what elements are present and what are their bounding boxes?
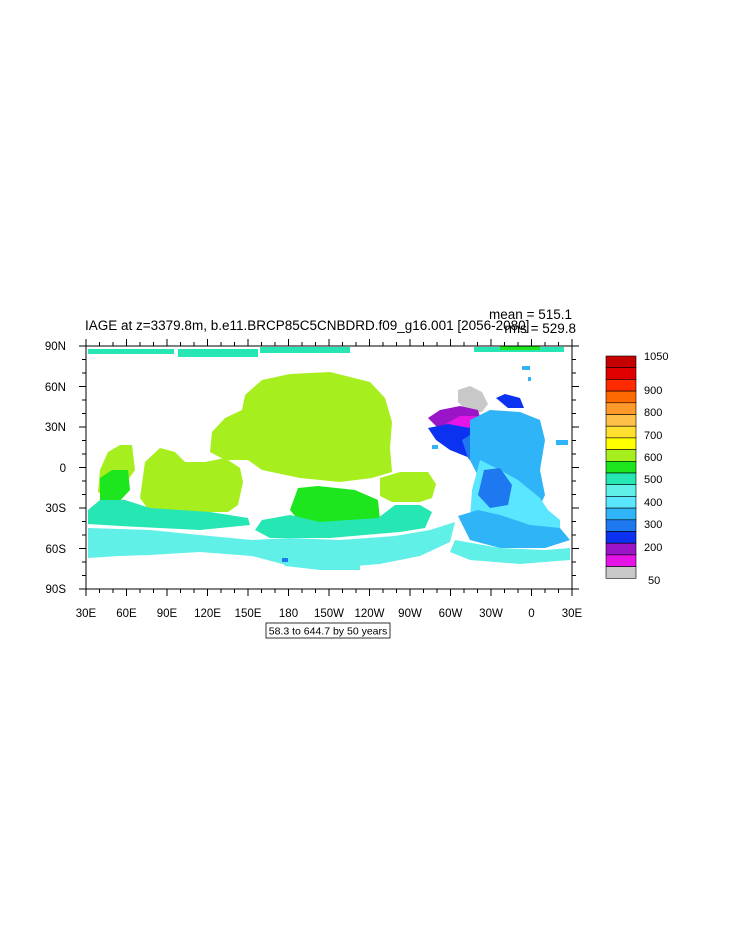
arctic-strip-mid2	[260, 347, 350, 353]
rms-stat: rms = 529.8	[504, 321, 576, 336]
pacific-east-lime	[380, 472, 436, 502]
x-tick-label: 60W	[439, 608, 463, 620]
colorbar-label: 400	[644, 497, 662, 509]
mean-stat: mean = 515.1	[489, 307, 572, 322]
map-title: IAGE at z=3379.8m, b.e11.BRCP85C5CNBDRD.…	[85, 318, 529, 333]
arctic-strip-green	[500, 346, 540, 350]
colorbar	[605, 355, 637, 579]
colorbar-box	[605, 496, 637, 509]
colorbar-box	[605, 472, 637, 485]
range-label: 58.3 to 644.7 by 50 years	[269, 626, 388, 638]
x-tick-label: 90E	[157, 608, 178, 620]
x-tick-label: 180	[279, 608, 298, 620]
ocean-field	[88, 346, 570, 570]
colorbar-label: 700	[644, 430, 662, 442]
mediterranean-spot	[556, 440, 568, 445]
x-tick-label: 60E	[116, 608, 137, 620]
x-tick-label: 150E	[235, 608, 262, 620]
colorbar-box	[605, 367, 637, 380]
x-tick-label: 30E	[76, 608, 97, 620]
atlantic-south-sky	[458, 510, 570, 548]
colorbar-label: 600	[644, 452, 662, 464]
pacific-teal	[255, 505, 432, 538]
colorbar-label: 50	[648, 575, 660, 587]
colorbar-labels: 1050 900 800 700 600 500 400 300 200 50	[644, 351, 668, 587]
colorbar-box	[605, 531, 637, 544]
colorbar-box	[605, 414, 637, 427]
colorbar-label: 1050	[644, 351, 668, 363]
greenland-spot2	[528, 377, 531, 381]
colorbar-box	[605, 519, 637, 532]
x-tick-label: 30W	[479, 608, 503, 620]
colorbar-box	[605, 379, 637, 392]
indian-south-teal	[88, 500, 250, 530]
x-tick-label: 0	[528, 608, 534, 620]
indian-ocean-green	[100, 470, 130, 503]
colorbar-label: 300	[644, 519, 662, 531]
y-tick-label: 30S	[46, 503, 67, 515]
colorbar-label: 800	[644, 407, 662, 419]
southern-ocean-aqua	[88, 522, 455, 568]
map-ticks	[79, 339, 579, 596]
colorbar-box	[605, 484, 637, 497]
colorbar-box	[605, 402, 637, 415]
colorbar-label: 900	[644, 385, 662, 397]
colorbar-box	[605, 542, 637, 556]
y-tick-label: 90N	[45, 341, 66, 353]
y-tick-label: 60N	[45, 382, 66, 394]
caribbean-spot	[432, 445, 438, 449]
colorbar-label: 500	[644, 474, 662, 486]
colorbar-box	[605, 355, 637, 368]
y-tick-label: 90S	[46, 584, 67, 596]
colorbar-box	[605, 566, 637, 579]
x-tick-label: 120E	[194, 608, 221, 620]
colorbar-box	[605, 460, 637, 474]
x-tick-label: 30E	[562, 608, 583, 620]
y-tick-label: 30N	[45, 422, 66, 434]
x-tick-label: 150W	[314, 608, 344, 620]
x-tick-label: 120W	[354, 608, 384, 620]
arctic-strip-mid	[178, 349, 258, 357]
southern-ocean-edge	[280, 558, 360, 570]
atlantic-deepblue-north	[496, 394, 524, 408]
x-tick-label: 90W	[398, 608, 422, 620]
atlantic-gray	[458, 386, 488, 412]
x-axis-labels: 30E 60E 90E 120E 150E 180 150W 120W 90W …	[76, 608, 583, 620]
indian-ocean-main	[140, 448, 243, 512]
colorbar-box	[605, 390, 637, 404]
greenland-spot	[522, 366, 530, 370]
colorbar-label: 200	[644, 542, 662, 554]
arctic-strip-west	[88, 349, 174, 354]
atlantic-blue-south	[478, 468, 512, 508]
antarctic-blue-spot	[282, 558, 288, 562]
pacific-green	[290, 486, 380, 524]
pacific-north-lime	[210, 372, 392, 482]
range-box	[265, 622, 391, 639]
colorbar-box	[605, 554, 637, 567]
atlantic-sky	[470, 410, 545, 510]
colorbar-box	[605, 507, 637, 521]
colorbar-box	[605, 449, 637, 462]
colorbar-box	[605, 437, 637, 450]
atlantic-south-aqua	[450, 540, 570, 564]
y-tick-label: 0	[60, 463, 66, 475]
y-tick-label: 60S	[46, 544, 67, 556]
y-axis-labels: 90N 60N 30N 0 30S 60S 90S	[45, 341, 66, 596]
colorbar-box	[605, 425, 637, 439]
